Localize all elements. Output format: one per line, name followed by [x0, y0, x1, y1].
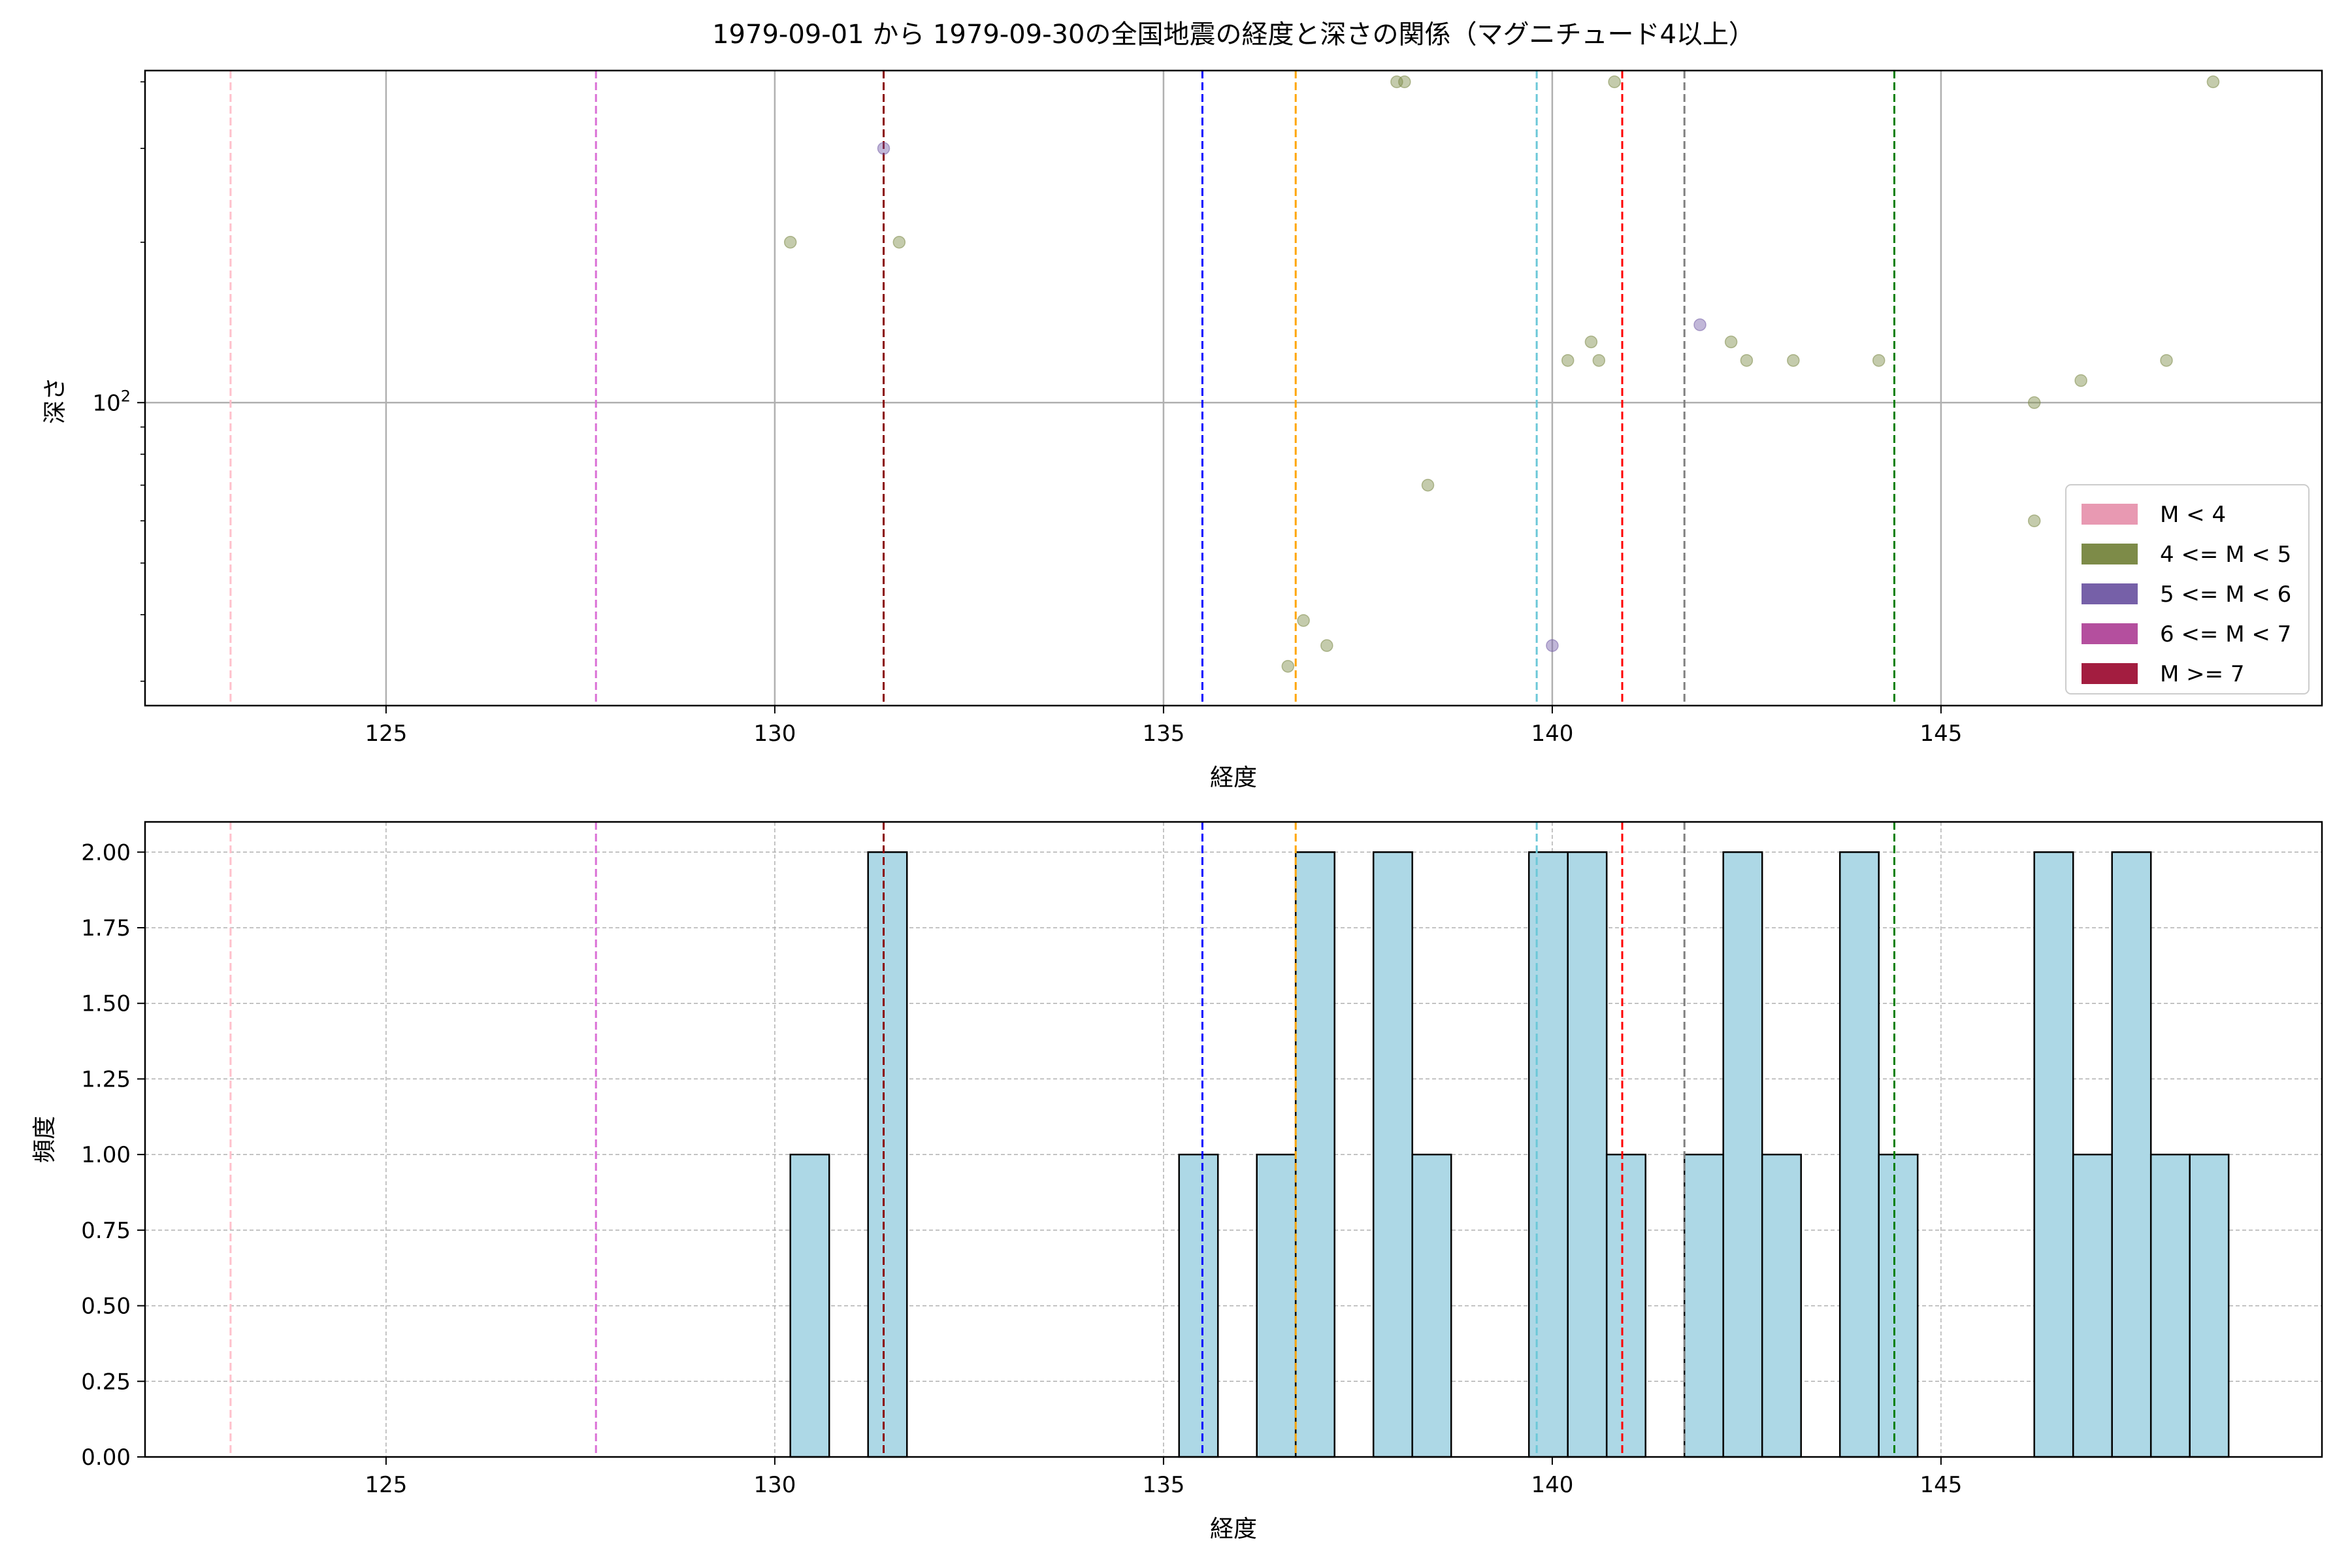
scatter-y-axis-label: 深さ: [42, 377, 69, 424]
scatter-point: [1281, 660, 1295, 673]
histogram-bar: [1411, 1153, 1452, 1458]
scatter-points: [783, 75, 2220, 673]
histogram-bar: [2189, 1153, 2230, 1458]
scatter-x-tick-label: 145: [1919, 721, 1962, 747]
scatter-point: [1546, 639, 1559, 652]
histogram-bar: [2149, 1153, 2191, 1458]
scatter-y-tick-label: 102: [92, 387, 131, 416]
histogram-y-tick-label: 0.00: [81, 1445, 131, 1471]
scatter-point: [2027, 396, 2041, 410]
histogram-y-tick-label: 0.75: [81, 1218, 131, 1244]
scatter-x-tick-label: 140: [1531, 721, 1573, 747]
legend-label: 4 <= M < 5: [2160, 542, 2291, 568]
legend-swatch: [2082, 504, 2138, 525]
histogram-x-tick-label: 140: [1531, 1472, 1573, 1498]
histogram-bar: [1605, 1153, 1646, 1458]
histogram-y-tick-label: 1.75: [81, 915, 131, 941]
histogram-x-tick-label: 130: [753, 1472, 796, 1498]
scatter-point: [2206, 75, 2220, 89]
scatter-point: [783, 236, 797, 249]
scatter-x-tick-label: 125: [365, 721, 407, 747]
legend-entries: M < 4 4 <= M < 5 5 <= M < 6 6 <= M < 7 M >= …: [2082, 502, 2291, 687]
scatter-point: [892, 236, 906, 249]
histogram-panel: 125 130 135 140 145 0.00 0.25 0.50 0.75 1.00 1.25…: [31, 821, 2323, 1543]
legend-label: 5 <= M < 6: [2160, 581, 2291, 608]
legend-label: M < 4: [2160, 502, 2226, 528]
legend-swatch: [2082, 663, 2138, 684]
figure-title: 1979-09-01 から 1979-09-30の全国地震の経度と深さの関係（マ…: [712, 20, 1755, 50]
histogram-bar: [1178, 1153, 1219, 1458]
scatter-point: [1398, 75, 1411, 89]
histogram-bar: [1683, 1153, 1724, 1458]
histogram-y-tick-label: 1.25: [81, 1066, 131, 1092]
scatter-x-tick-label: 135: [1142, 721, 1184, 747]
scatter-point: [1584, 335, 1598, 349]
scatter-point: [1787, 353, 1800, 367]
histogram-bar: [2033, 851, 2074, 1458]
histogram-bar: [2111, 851, 2152, 1458]
scatter-point: [1693, 318, 1707, 331]
scatter-point: [1320, 639, 1333, 652]
scatter-point: [1724, 335, 1738, 349]
histogram-y-tick-label: 0.50: [81, 1294, 131, 1320]
histogram-bar: [1722, 851, 1763, 1458]
scatter-point: [1872, 353, 1886, 367]
scatter-point: [1592, 353, 1606, 367]
scatter-point: [1740, 353, 1754, 367]
histogram-bar: [1567, 851, 1608, 1458]
legend-swatch: [2082, 544, 2138, 564]
histogram-x-tick-label: 135: [1142, 1472, 1184, 1498]
histogram-y-tick-label: 2.00: [81, 840, 131, 866]
scatter-panel: 125 130 135 140 145 102 経度 深さ M < 4 4 <= M < …: [42, 69, 2323, 791]
scatter-point: [2074, 374, 2087, 387]
histogram-reference-lines: [229, 822, 1895, 1457]
histogram-bar: [1372, 851, 1413, 1458]
legend-label: M >= 7: [2160, 661, 2245, 687]
scatter-axes-frame: [144, 69, 2323, 707]
histogram-axes-frame: [144, 821, 2323, 1458]
histogram-bar: [2072, 1153, 2113, 1458]
histogram-bar: [867, 851, 908, 1458]
histogram-x-ticks: 125 130 135 140 145: [365, 1457, 1962, 1498]
scatter-point: [1561, 353, 1575, 367]
histogram-bar: [789, 1153, 830, 1458]
scatter-point: [1421, 478, 1435, 492]
scatter-x-ticks: 125 130 135 140 145: [365, 706, 1962, 747]
scatter-point: [1297, 614, 1310, 627]
histogram-x-tick-label: 145: [1919, 1472, 1962, 1498]
scatter-point: [1608, 75, 1621, 89]
histogram-y-tick-label: 0.25: [81, 1369, 131, 1395]
scatter-point: [2027, 514, 2041, 527]
scatter-point: [877, 142, 890, 155]
histogram-bar: [1256, 1153, 1297, 1458]
histogram-y-axis-label: 頻度: [31, 1116, 58, 1163]
histogram-y-tick-label: 1.00: [81, 1142, 131, 1168]
histogram-bar: [1527, 851, 1569, 1458]
scatter-point: [2160, 353, 2173, 367]
histogram-bar: [1838, 851, 1880, 1458]
histogram-bar: [1761, 1153, 1802, 1458]
legend-swatch: [2082, 623, 2138, 644]
histogram-bar: [1878, 1153, 1919, 1458]
scatter-x-axis-label: 経度: [1210, 764, 1257, 791]
scatter-reference-lines: [229, 71, 1895, 706]
histogram-bar: [1294, 851, 1335, 1458]
scatter-grid: [145, 71, 2322, 706]
histogram-y-ticks: 0.00 0.25 0.50 0.75 1.00 1.25 1.50 1.75 2.00: [81, 840, 145, 1471]
scatter-y-ticks: 102: [92, 81, 145, 682]
histogram-y-tick-label: 1.50: [81, 991, 131, 1017]
histogram-x-tick-label: 125: [365, 1472, 407, 1498]
legend-swatch: [2082, 583, 2138, 604]
legend-label: 6 <= M < 7: [2160, 621, 2291, 647]
scatter-x-tick-label: 130: [753, 721, 796, 747]
legend: M < 4 4 <= M < 5 5 <= M < 6 6 <= M < 7 M >= …: [2065, 484, 2310, 694]
histogram-x-axis-label: 経度: [1210, 1516, 1257, 1543]
